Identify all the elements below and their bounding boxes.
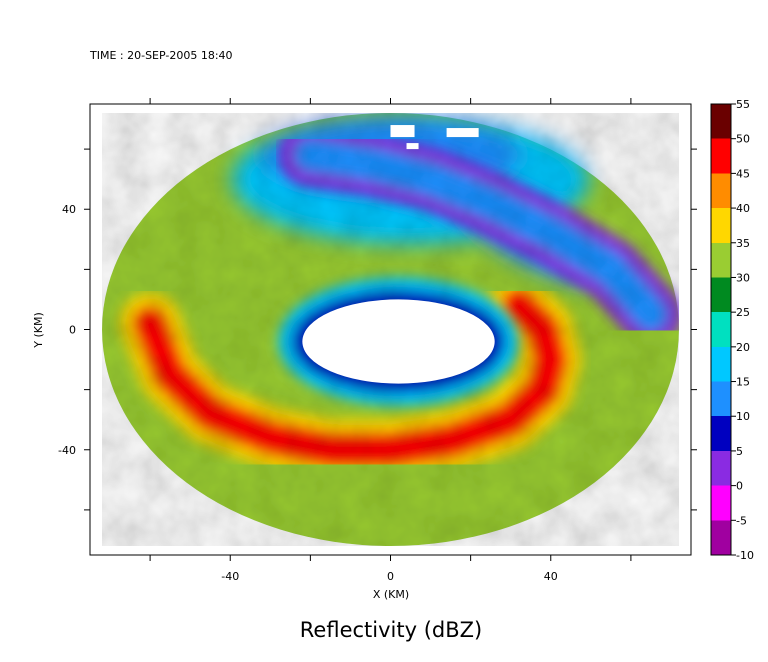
colorbar-tick-label: 45	[736, 167, 750, 180]
spiral-band-core	[145, 300, 556, 455]
no-data-gap	[390, 125, 415, 138]
colorbar-tick-label: 25	[736, 306, 750, 319]
spiral-band	[293, 138, 668, 332]
y-tick-label: -40	[58, 444, 76, 457]
axes: -40 0 40 -40 0 40	[58, 98, 697, 583]
colorbar-tick-label: 20	[736, 341, 750, 354]
x-tick-label: -40	[221, 570, 239, 583]
x-tick-label: 0	[387, 570, 394, 583]
y-tick-label: 40	[62, 203, 76, 216]
colorbar-tick-label: 15	[736, 376, 750, 389]
time-label: TIME : 20-SEP-2005 18:40	[89, 49, 233, 62]
colorbar-tick-label: -5	[736, 514, 747, 527]
colorbar-tick-label: 40	[736, 202, 750, 215]
no-data-gap	[406, 143, 419, 150]
colorbar-tick-label: 10	[736, 410, 750, 423]
colorbar-ticks: -10 -5 0 5 10 15 20 25 30 35 40 45 50 55	[731, 98, 754, 562]
storm-eye	[302, 299, 495, 384]
colorbar-tick-label: 50	[736, 133, 750, 146]
colorbar-tick-label: 0	[736, 480, 743, 493]
colorbar-tick-label: 55	[736, 98, 750, 111]
no-data-gap	[446, 128, 479, 138]
chart-title: Reflectivity (dBZ)	[300, 618, 482, 642]
colorbar-tick-label: 30	[736, 271, 750, 284]
y-tick-label: 0	[69, 324, 76, 337]
colorbar-tick-label: 5	[736, 445, 743, 458]
x-axis-label: X (KM)	[373, 588, 409, 601]
reflectivity-field	[102, 113, 682, 546]
colorbar-tick-label: -10	[736, 549, 754, 562]
colorbar-tick-label: 35	[736, 237, 750, 250]
colorbar-bar	[710, 103, 732, 556]
y-axis-label: Y (KM)	[32, 312, 45, 349]
colorbar: -10 -5 0 5 10 15 20 25 30 35 40 45 50 55	[710, 98, 754, 562]
x-tick-label: 40	[544, 570, 558, 583]
